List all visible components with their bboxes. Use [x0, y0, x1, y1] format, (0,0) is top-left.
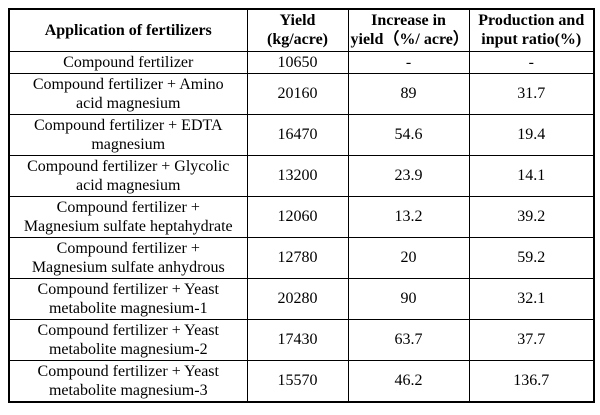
yield-cell: 15570 — [246, 359, 349, 402]
ratio-cell: 32.1 — [468, 277, 595, 320]
table-row: Compound fertilizer + Amino acid magnesi… — [8, 72, 595, 115]
yield-cell: 12780 — [246, 236, 349, 279]
increase-cell: 13.2 — [347, 195, 470, 238]
application-cell: Compound fertilizer — [8, 50, 248, 74]
table-row: Compound fertilizer 10650- - — [8, 50, 595, 74]
column-header-increase: Increase in yield（%/ acre） — [347, 8, 470, 52]
application-cell: Compound fertilizer + Yeast metabolite m… — [8, 318, 248, 361]
table-row: Compound fertilizer + Magnesium sulfate … — [8, 195, 595, 238]
increase-cell: 54.6 — [347, 113, 470, 156]
yield-cell: 20280 — [246, 277, 349, 320]
application-cell: Compound fertilizer + Amino acid magnesi… — [8, 72, 248, 115]
table-body: Compound fertilizer 10650- - Compound ferti… — [8, 50, 595, 402]
increase-cell: 46.2 — [347, 359, 470, 402]
yield-cell: 12060 — [246, 195, 349, 238]
ratio-cell: 31.7 — [468, 72, 595, 115]
yield-cell: 10650 — [246, 50, 349, 74]
application-cell: Compound fertilizer + Yeast metabolite m… — [8, 359, 248, 402]
column-header-yield: Yield (kg/acre) — [246, 8, 349, 52]
table-row: Compound fertilizer + Yeast metabolite m… — [8, 277, 595, 320]
application-cell: Compound fertilizer + EDTA magnesium — [8, 113, 248, 156]
ratio-cell: 39.2 — [468, 195, 595, 238]
table-row: Compound fertilizer + Yeast metabolite m… — [8, 318, 595, 361]
application-cell: Compound fertilizer + Glycolic acid magn… — [8, 154, 248, 197]
yield-cell: 13200 — [246, 154, 349, 197]
increase-cell: 23.9 — [347, 154, 470, 197]
column-header-application: Application of fertilizers — [8, 8, 248, 52]
yield-cell: 20160 — [246, 72, 349, 115]
application-cell: Compound fertilizer + Yeast metabolite m… — [8, 277, 248, 320]
ratio-cell: - — [468, 50, 595, 74]
ratio-cell: 19.4 — [468, 113, 595, 156]
increase-cell: 90 — [347, 277, 470, 320]
yield-cell: 17430 — [246, 318, 349, 361]
increase-cell: 20 — [347, 236, 470, 279]
table-row: Compound fertilizer + Glycolic acid magn… — [8, 154, 595, 197]
table-row: Compound fertilizer + EDTA magnesium 1647… — [8, 113, 595, 156]
increase-cell: - — [347, 50, 470, 74]
increase-cell: 63.7 — [347, 318, 470, 361]
yield-cell: 16470 — [246, 113, 349, 156]
application-cell: Compound fertilizer + Magnesium sulfate … — [8, 195, 248, 238]
table-row: Compound fertilizer + Magnesium sulfate … — [8, 236, 595, 279]
ratio-cell: 14.1 — [468, 154, 595, 197]
ratio-cell: 59.2 — [468, 236, 595, 279]
table-header-row: Application of fertilizers Yield (kg/acre… — [8, 8, 595, 52]
increase-cell: 89 — [347, 72, 470, 115]
application-cell: Compound fertilizer + Magnesium sulfate … — [8, 236, 248, 279]
table-row: Compound fertilizer + Yeast metabolite m… — [8, 359, 595, 402]
ratio-cell: 37.7 — [468, 318, 595, 361]
ratio-cell: 136.7 — [468, 359, 595, 402]
column-header-ratio: Production and input ratio(%) — [468, 8, 595, 52]
fertilizer-table: Application of fertilizers Yield (kg/acre… — [8, 8, 595, 403]
